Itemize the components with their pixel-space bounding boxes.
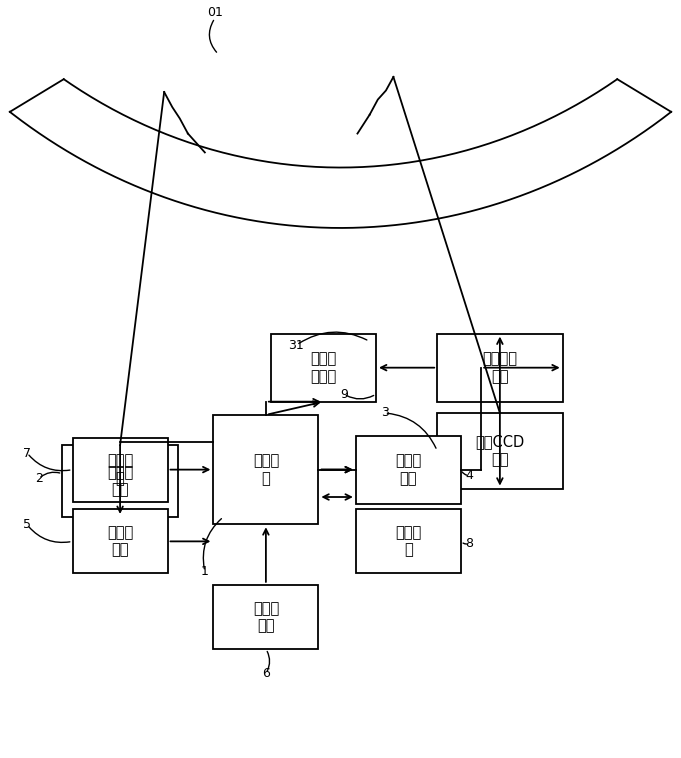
Text: 位移传
感器: 位移传 感器	[253, 600, 279, 633]
Bar	[271, 334, 376, 402]
Bar	[213, 585, 319, 649]
Text: 8: 8	[465, 537, 473, 550]
Bar	[63, 445, 178, 517]
Text: 图像存
储单元: 图像存 储单元	[311, 352, 336, 384]
Text: 9: 9	[340, 387, 348, 401]
Text: 校正模
块: 校正模 块	[107, 453, 133, 486]
Text: 7: 7	[23, 446, 31, 459]
Text: 图像压缩
单元: 图像压缩 单元	[482, 352, 518, 384]
Bar	[213, 415, 319, 525]
Text: 6: 6	[262, 667, 270, 680]
Text: 2: 2	[35, 472, 43, 485]
Text: 3: 3	[381, 406, 389, 419]
Text: 5: 5	[23, 518, 31, 531]
Text: 4: 4	[465, 469, 473, 482]
Bar	[73, 437, 168, 502]
Bar	[355, 436, 461, 503]
Text: 01: 01	[207, 6, 223, 19]
Text: 存储模
块: 存储模 块	[395, 525, 422, 558]
Text: 1: 1	[201, 565, 209, 578]
Text: 惯性导
航仪: 惯性导 航仪	[107, 525, 133, 558]
Bar	[437, 334, 563, 402]
Text: 面阵CCD
相机: 面阵CCD 相机	[475, 434, 524, 467]
Text: 线状激
光器: 线状激 光器	[107, 465, 133, 497]
Text: 同步控
制器: 同步控 制器	[395, 453, 422, 486]
Bar	[355, 509, 461, 574]
Text: 主控单
元: 主控单 元	[253, 453, 279, 486]
Bar	[437, 413, 563, 488]
Bar	[73, 509, 168, 574]
Text: 31: 31	[289, 339, 304, 352]
